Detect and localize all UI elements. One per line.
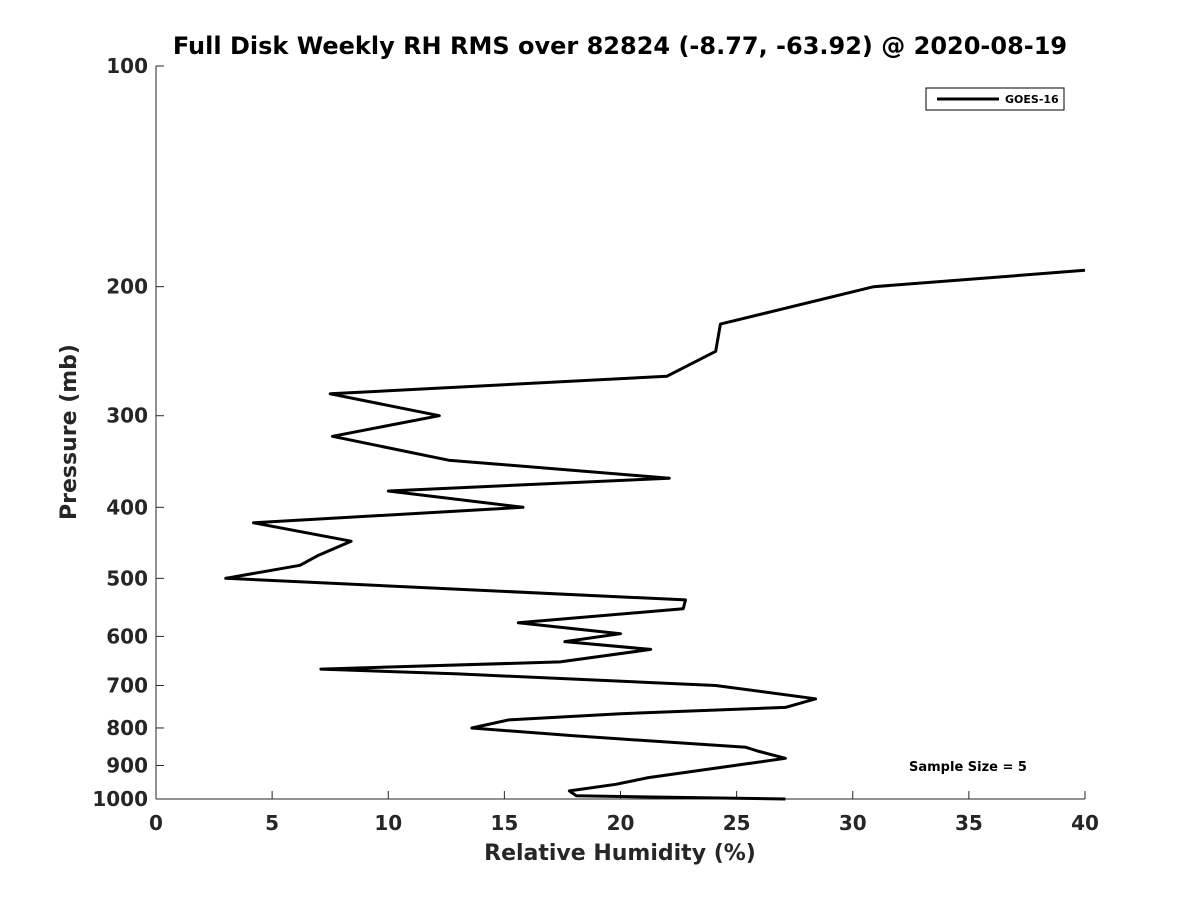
series-group [224,268,1086,801]
chart-title: Full Disk Weekly RH RMS over 82824 (-8.7… [173,32,1067,60]
y-tick-label: 300 [106,404,148,428]
x-tick-label: 0 [149,811,163,835]
series-line-goes-16 [224,268,1086,801]
x-tick-label: 15 [490,811,518,835]
legend-label-goes-16: GOES-16 [1005,93,1059,106]
y-tick-label: 500 [106,566,148,590]
sample-size-annotation: Sample Size = 5 [909,760,1027,775]
y-tick-label: 100 [106,54,148,78]
x-tick-label: 10 [374,811,402,835]
x-axis-label: Relative Humidity (%) [484,841,756,866]
legend: GOES-16 [925,87,1065,111]
x-tick-label: 35 [955,811,983,835]
x-tick-label: 30 [839,811,867,835]
x-tick-label: 20 [607,811,635,835]
y-tick-label: 400 [106,495,148,519]
x-tick-label: 25 [723,811,751,835]
y-axis-label: Pressure (mb) [57,344,82,520]
y-tick-label: 700 [106,673,148,697]
y-tick-label: 900 [106,753,148,777]
y-tick-label: 600 [106,624,148,648]
axis-ticks: 0 5 10 15 20 25 30 35 40 100 200 300 400 500 600 700 800… [92,54,1099,835]
x-tick-label: 40 [1071,811,1099,835]
x-tick-label: 5 [265,811,279,835]
y-tick-label: 1000 [92,787,148,811]
y-tick-label: 200 [106,275,148,299]
y-tick-label: 800 [106,716,148,740]
